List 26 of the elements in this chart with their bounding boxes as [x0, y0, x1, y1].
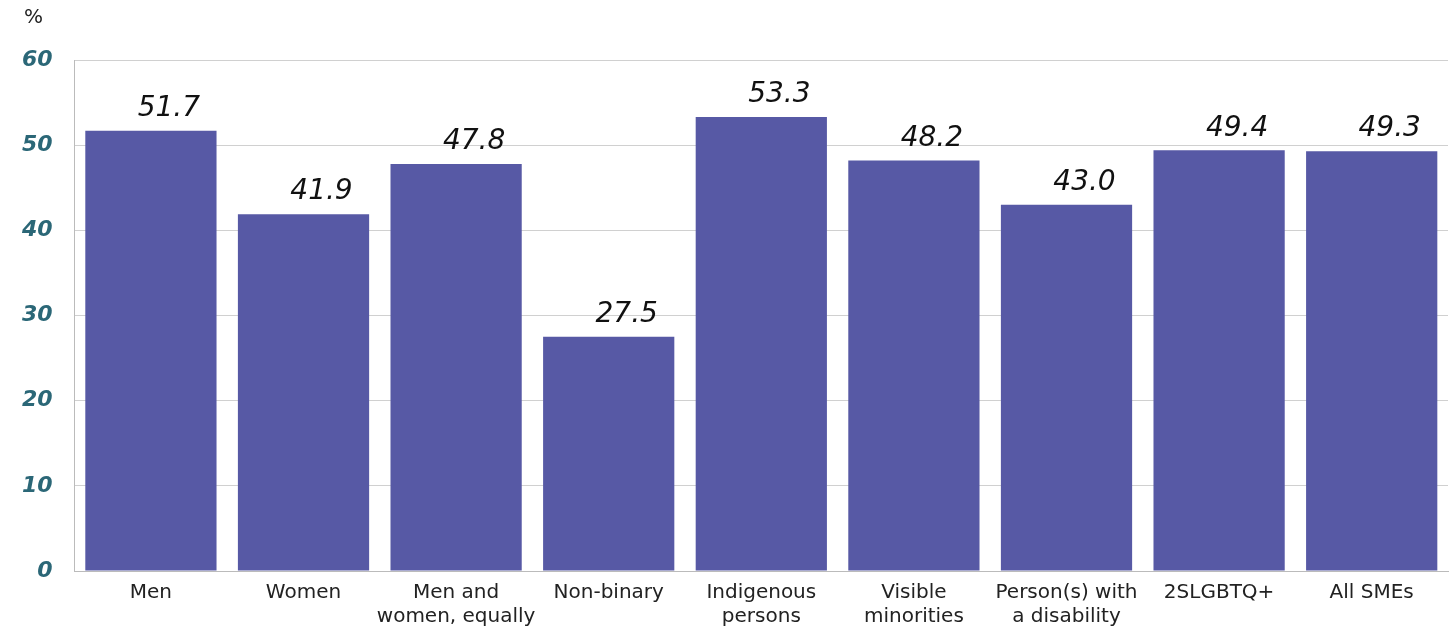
data-label: 27.5 — [595, 296, 658, 330]
data-label: 51.7 — [137, 89, 201, 123]
x-tick-label: Indigenous persons — [706, 579, 817, 628]
data-label: 43.0 — [1053, 164, 1116, 198]
x-tick-label: Men and women, equally — [376, 579, 536, 628]
y-tick-label: 10 — [21, 471, 53, 497]
x-tick-label: Men — [129, 579, 173, 604]
y-tick-label: 40 — [20, 216, 53, 242]
y-tick-label: 60 — [21, 45, 53, 71]
y-tick-label: 30 — [21, 301, 53, 327]
x-tick-label: Women — [265, 579, 342, 604]
data-label: 53.3 — [748, 76, 811, 110]
data-label: 49.3 — [1358, 110, 1421, 144]
x-tick-label: 2SLGBTQ+ — [1163, 579, 1275, 604]
data-label: 48.2 — [900, 119, 964, 153]
data-label: 47.8 — [442, 123, 506, 157]
y-tick-label: 20 — [21, 386, 53, 412]
x-tick-label: All SMEs — [1329, 579, 1414, 604]
y-axis-title: % — [24, 4, 44, 29]
x-tick-label: Person(s) with a disability — [995, 579, 1138, 628]
x-tick-label: Visible minorities — [863, 579, 964, 628]
data-label: 49.4 — [1205, 109, 1269, 143]
x-tick-label: Non-binary — [553, 579, 665, 604]
y-tick-label: 50 — [21, 130, 53, 156]
data-label: 41.9 — [290, 173, 353, 207]
y-tick-label: 0 — [37, 556, 53, 582]
